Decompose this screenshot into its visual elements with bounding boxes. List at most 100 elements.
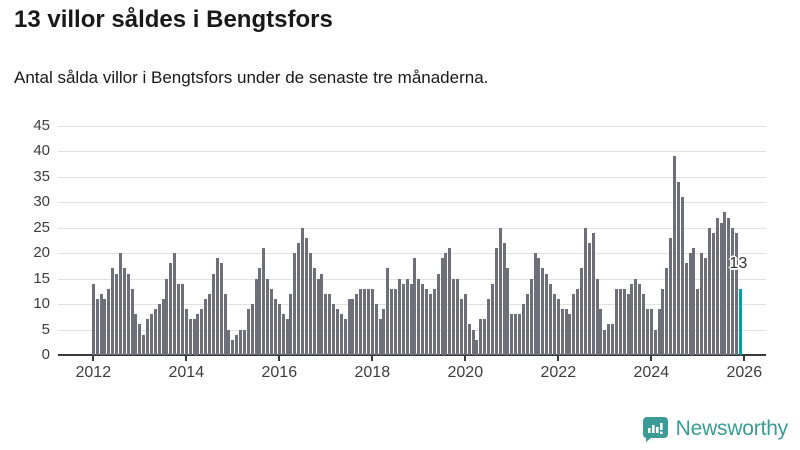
x-axis-tick-label: 2026	[726, 364, 763, 381]
bar	[146, 319, 150, 355]
bar	[665, 268, 669, 355]
bar	[285, 319, 289, 355]
bar	[130, 289, 134, 355]
x-axis-tick-label: 2018	[354, 364, 391, 381]
x-axis-tick-label: 2024	[633, 364, 670, 381]
bar	[583, 228, 587, 355]
bar	[374, 304, 378, 355]
gridline	[58, 176, 766, 178]
bar	[204, 299, 208, 355]
bar	[149, 314, 153, 355]
y-axis-tick-label: 30	[33, 193, 50, 211]
bar	[444, 253, 448, 355]
x-axis-tick	[557, 355, 560, 361]
bar	[328, 294, 332, 355]
bar	[122, 268, 126, 355]
bar	[704, 258, 707, 355]
bar	[188, 319, 192, 355]
bar	[498, 228, 502, 355]
bar	[301, 228, 305, 355]
bar	[386, 268, 390, 355]
bar	[529, 279, 533, 355]
bar	[366, 289, 370, 355]
bar	[293, 253, 297, 355]
bar	[483, 319, 487, 355]
newsworthy-logo[interactable]: Newsworthy	[641, 415, 788, 442]
bar	[382, 309, 386, 355]
bar	[545, 274, 549, 355]
bar	[215, 258, 219, 355]
bar	[161, 299, 165, 355]
highlighted-bar	[738, 289, 742, 355]
bar	[332, 304, 336, 355]
bar	[277, 304, 281, 355]
bar	[242, 330, 246, 355]
bar	[273, 299, 277, 355]
bar	[649, 309, 653, 355]
bar	[397, 279, 401, 355]
bar	[432, 289, 436, 355]
bar	[735, 233, 738, 355]
bar	[514, 314, 518, 355]
bar	[401, 284, 405, 355]
bar	[580, 268, 583, 355]
bar	[413, 258, 417, 355]
bar	[115, 274, 118, 355]
bar	[211, 274, 215, 355]
x-axis-tick-label: 2014	[168, 364, 205, 381]
bar	[173, 253, 177, 355]
bar	[552, 294, 556, 355]
bar	[405, 279, 409, 355]
last-value-annotation: 13	[729, 254, 748, 272]
bar	[684, 263, 688, 355]
bar	[731, 228, 735, 355]
x-axis-tick	[185, 355, 188, 361]
y-axis-tick-label: 25	[33, 218, 50, 236]
bar	[177, 284, 181, 355]
bar	[409, 284, 413, 355]
bar	[138, 324, 142, 355]
x-axis-tick-label: 2012	[75, 364, 112, 381]
brand-name: Newsworthy	[675, 416, 789, 440]
chart-subtitle: Antal sålda villor i Bengtsfors under de…	[14, 68, 489, 87]
x-axis-tick	[92, 355, 95, 361]
x-axis-tick	[371, 355, 374, 361]
bar	[355, 294, 359, 355]
bar	[262, 248, 266, 355]
y-axis-tick-label: 5	[41, 320, 50, 338]
x-axis-tick	[464, 355, 467, 361]
bar	[118, 253, 122, 355]
bar	[235, 335, 239, 355]
bar	[208, 294, 212, 355]
bar	[560, 309, 564, 355]
bar	[227, 330, 231, 355]
bar	[521, 304, 525, 355]
bar	[452, 279, 456, 355]
bar	[599, 309, 603, 355]
bar	[471, 330, 475, 355]
bar	[711, 233, 715, 355]
bar	[533, 253, 537, 355]
bar	[239, 330, 243, 355]
bar	[638, 284, 642, 355]
bar	[421, 284, 425, 355]
bar	[502, 243, 506, 355]
bar	[157, 304, 161, 355]
bar	[634, 279, 638, 355]
bar	[494, 248, 498, 355]
bar	[134, 314, 138, 355]
x-axis-tick	[743, 355, 746, 361]
bar	[564, 309, 568, 355]
bar	[343, 319, 347, 355]
bar	[626, 294, 630, 355]
bar	[258, 268, 262, 355]
bar	[642, 294, 645, 355]
bar	[549, 284, 552, 355]
gridline	[58, 202, 766, 204]
bar	[645, 309, 649, 355]
bar	[568, 314, 572, 355]
bar-chart-speech-bubble-icon	[641, 415, 668, 442]
bar	[576, 289, 580, 355]
bar	[308, 253, 312, 355]
bar	[316, 279, 320, 355]
